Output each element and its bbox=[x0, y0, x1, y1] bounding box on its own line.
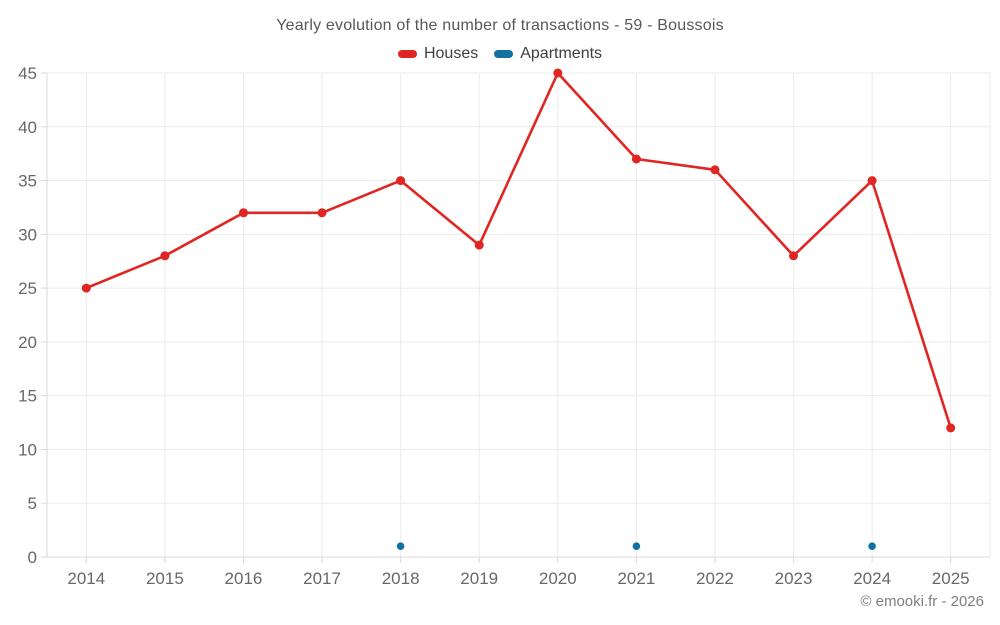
legend-label-apartments: Apartments bbox=[520, 45, 603, 62]
houses-point[interactable] bbox=[396, 176, 406, 186]
x-tick-label: 2025 bbox=[932, 569, 970, 588]
apartments-point[interactable] bbox=[396, 542, 405, 550]
houses-point[interactable] bbox=[946, 423, 956, 433]
y-tick-label: 5 bbox=[28, 494, 37, 513]
x-tick-label: 2017 bbox=[303, 569, 341, 588]
chart-title: Yearly evolution of the number of transa… bbox=[276, 17, 724, 34]
apartments-point[interactable] bbox=[868, 542, 876, 550]
houses-point[interactable] bbox=[631, 154, 641, 164]
houses-point[interactable] bbox=[239, 208, 248, 218]
x-tick-label: 2022 bbox=[696, 569, 734, 588]
x-tick-label: 2018 bbox=[382, 569, 420, 588]
copyright-text: © emooki.fr - 2026 bbox=[860, 593, 984, 610]
y-tick-label: 15 bbox=[18, 387, 37, 406]
x-tick-label: 2020 bbox=[539, 569, 577, 588]
y-tick-label: 45 bbox=[18, 64, 37, 83]
legend-item-apartments[interactable]: Apartments bbox=[494, 45, 602, 63]
houses-point[interactable] bbox=[553, 68, 563, 78]
y-tick-label: 25 bbox=[18, 279, 37, 298]
houses-point[interactable] bbox=[867, 176, 877, 186]
legend-item-houses[interactable]: Houses bbox=[397, 45, 479, 63]
apartments-swatch-icon bbox=[494, 50, 514, 58]
houses-swatch-icon bbox=[397, 50, 417, 58]
houses-point[interactable] bbox=[474, 240, 484, 250]
apartments-point[interactable] bbox=[632, 542, 641, 550]
legend-label-houses: Houses bbox=[423, 45, 479, 62]
chart-legend: Houses Apartments bbox=[0, 45, 1000, 63]
x-tick-label: 2023 bbox=[775, 569, 813, 588]
houses-point[interactable] bbox=[317, 208, 327, 218]
x-tick-label: 2016 bbox=[225, 569, 263, 588]
grid-layer bbox=[47, 72, 991, 558]
x-tick-label: 2019 bbox=[460, 569, 498, 588]
x-tick-label: 2024 bbox=[853, 569, 891, 588]
y-tick-label: 10 bbox=[18, 440, 37, 459]
houses-point[interactable] bbox=[81, 283, 91, 293]
x-tick-label: 2021 bbox=[617, 569, 655, 588]
y-tick-label: 30 bbox=[18, 225, 37, 244]
axes-layer bbox=[41, 72, 990, 563]
y-tick-label: 0 bbox=[28, 548, 37, 567]
houses-line bbox=[85, 71, 952, 429]
y-tick-label: 20 bbox=[18, 333, 37, 352]
houses-point[interactable] bbox=[160, 251, 170, 261]
y-tick-label: 40 bbox=[18, 118, 37, 137]
x-tick-label: 2015 bbox=[146, 569, 184, 588]
houses-point[interactable] bbox=[710, 165, 720, 175]
y-tick-label: 35 bbox=[18, 172, 37, 191]
x-tick-label: 2014 bbox=[67, 569, 105, 588]
houses-point[interactable] bbox=[789, 251, 798, 261]
series-layer bbox=[81, 68, 956, 550]
